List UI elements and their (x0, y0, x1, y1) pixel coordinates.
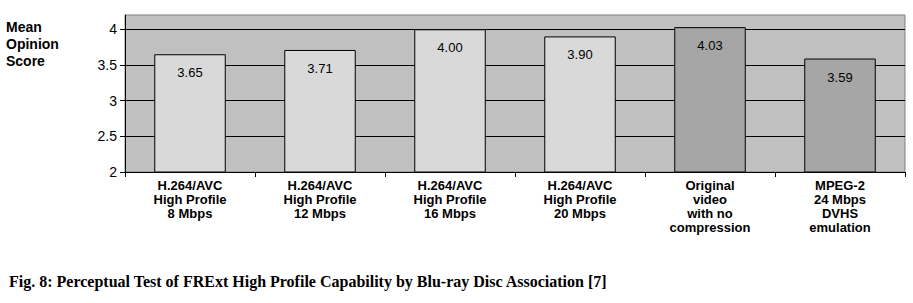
svg-text:compression: compression (670, 220, 751, 235)
svg-text:Fig. 8: Perceptual Test of FRE: Fig. 8: Perceptual Test of FRExt High Pr… (9, 273, 607, 291)
svg-text:24 Mbps: 24 Mbps (814, 192, 866, 207)
svg-text:DVHS: DVHS (822, 206, 858, 221)
svg-text:3.71: 3.71 (307, 61, 332, 76)
svg-text:16 Mbps: 16 Mbps (424, 206, 476, 221)
svg-text:3.65: 3.65 (177, 65, 202, 80)
svg-text:2: 2 (109, 164, 117, 180)
svg-text:H.264/AVC: H.264/AVC (288, 178, 353, 193)
svg-text:High Profile: High Profile (284, 192, 357, 207)
svg-text:3.5: 3.5 (98, 57, 118, 73)
svg-text:emulation: emulation (809, 220, 870, 235)
svg-text:Mean: Mean (6, 19, 42, 35)
svg-text:H.264/AVC: H.264/AVC (548, 178, 613, 193)
svg-text:High Profile: High Profile (414, 192, 487, 207)
svg-text:3.59: 3.59 (827, 70, 852, 85)
svg-text:video: video (693, 192, 727, 207)
svg-text:H.264/AVC: H.264/AVC (158, 178, 223, 193)
svg-text:3.90: 3.90 (567, 47, 592, 62)
svg-text:4.00: 4.00 (437, 40, 462, 55)
svg-text:12 Mbps: 12 Mbps (294, 206, 346, 221)
svg-text:Opinion: Opinion (6, 36, 59, 52)
svg-text:Score: Score (6, 53, 45, 69)
svg-text:3: 3 (109, 93, 117, 109)
svg-text:4.03: 4.03 (697, 38, 722, 53)
svg-text:2.5: 2.5 (98, 128, 118, 144)
svg-text:with no: with no (686, 206, 733, 221)
svg-text:MPEG-2: MPEG-2 (815, 178, 865, 193)
svg-text:High Profile: High Profile (544, 192, 617, 207)
svg-text:8 Mbps: 8 Mbps (168, 206, 213, 221)
svg-text:20 Mbps: 20 Mbps (554, 206, 606, 221)
svg-text:H.264/AVC: H.264/AVC (418, 178, 483, 193)
svg-text:Original: Original (685, 178, 734, 193)
svg-text:4: 4 (109, 21, 117, 37)
svg-text:High Profile: High Profile (154, 192, 227, 207)
